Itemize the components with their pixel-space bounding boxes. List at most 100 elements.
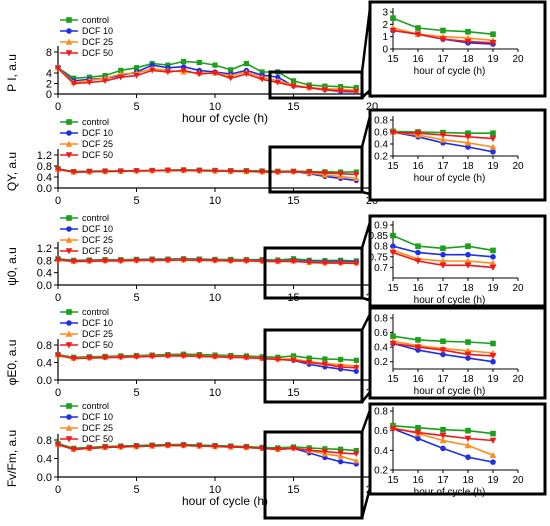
legend-marker xyxy=(65,140,73,147)
inset-point-1-4 xyxy=(490,358,496,365)
main-point-3-17 xyxy=(321,87,329,93)
inset-x-tick-label: 20 xyxy=(512,374,524,385)
main-point-0-16 xyxy=(306,355,312,361)
main-point-3-9 xyxy=(196,353,203,360)
inset-point-3-1 xyxy=(414,429,422,436)
main-point-3-11 xyxy=(227,444,234,451)
x-tick-label: 15 xyxy=(287,101,299,113)
main-point-3-0 xyxy=(54,257,62,264)
main-point-3-3 xyxy=(101,444,109,451)
panel-FvFm: 0 5 10 15 20 0.0 0.4 0.8 Fv/Fm, a.u hour of cycle… xyxy=(5,401,547,520)
main-point-3-6 xyxy=(149,168,156,174)
main-point-3-5 xyxy=(133,443,140,450)
inset-y-tick-label: 0.6 xyxy=(374,426,388,437)
legend-entry: DCF 10 xyxy=(82,128,113,138)
main-point-3-2 xyxy=(86,79,93,86)
inset-x-tick-label: 19 xyxy=(487,374,499,385)
y-tick-label: 8 xyxy=(46,47,52,59)
inset-point-0-1 xyxy=(415,243,421,249)
inset-point-1-1 xyxy=(415,435,421,442)
inset-x-tick-label: 16 xyxy=(412,374,424,385)
main-point-3-1 xyxy=(70,446,77,453)
main-point-3-7 xyxy=(164,257,172,264)
inset-point-0-2 xyxy=(440,27,446,34)
inset-x-tick-label: 18 xyxy=(462,374,474,385)
inset-y-tick-label: 0.4 xyxy=(374,446,388,457)
inset-point-3-1 xyxy=(414,31,422,38)
x-tick-label: 15 xyxy=(287,484,299,496)
main-point-3-8 xyxy=(180,257,187,264)
x-tick-label: 5 xyxy=(133,195,139,207)
main-point-3-3 xyxy=(101,258,109,265)
main-point-3-4 xyxy=(117,258,124,265)
inset-x-axis-label: hour of cycle (h) xyxy=(414,487,486,498)
inset-point-0-1 xyxy=(415,424,421,431)
inset-point-3-3 xyxy=(464,351,472,358)
inset-x-tick-label: 20 xyxy=(512,283,524,294)
main-point-3-7 xyxy=(164,69,172,76)
inset-point-3-0 xyxy=(389,425,397,433)
main-point-3-15 xyxy=(290,258,297,265)
y-tick-label: 0.4 xyxy=(37,268,52,280)
main-point-3-4 xyxy=(117,74,124,81)
main-point-3-5 xyxy=(133,354,140,360)
y-axis-label: Fv/Fm, a.u xyxy=(5,430,19,487)
legend-entry: DCF 10 xyxy=(82,26,113,36)
y-tick-label: 2 xyxy=(46,79,52,91)
main-point-3-0 xyxy=(54,442,62,448)
inset-point-3-2 xyxy=(439,347,447,354)
inset-y-tick-label: 0.75 xyxy=(369,252,389,263)
inset-point-1-2 xyxy=(440,251,446,258)
inset-x-tick-label: 19 xyxy=(487,161,499,172)
main-point-3-17 xyxy=(321,170,329,176)
legend-marker xyxy=(66,119,72,125)
inset-x-tick-label: 15 xyxy=(387,161,399,172)
y-tick-label: 0.0 xyxy=(37,183,52,195)
inset-point-1-2 xyxy=(440,351,446,358)
inset-x-tick-label: 16 xyxy=(412,54,424,65)
main-point-0-17 xyxy=(322,446,328,452)
y-tick-label: 0.8 xyxy=(37,340,52,352)
y-tick-label: 0.0 xyxy=(37,472,52,484)
inset-x-tick-label: 15 xyxy=(387,283,399,294)
inset-point-0-0 xyxy=(390,333,396,340)
main-point-3-7 xyxy=(164,442,172,449)
legend-marker xyxy=(65,424,73,431)
inset-frame xyxy=(368,108,547,202)
x-tick-label: 15 xyxy=(287,387,299,399)
main-point-3-3 xyxy=(101,168,109,175)
inset-point-3-4 xyxy=(489,135,497,142)
inset-point-0-3 xyxy=(465,28,471,35)
inset-point-2-4 xyxy=(489,259,497,266)
main-point-3-3 xyxy=(101,78,109,84)
inset-point-1-3 xyxy=(465,355,471,361)
inset-point-1-3 xyxy=(465,251,471,258)
main-point-3-1 xyxy=(70,80,77,87)
main-point-3-14 xyxy=(274,79,281,86)
legend-marker xyxy=(65,38,73,45)
main-point-0-18 xyxy=(338,356,344,363)
zoom-box xyxy=(268,70,364,100)
main-point-0-18 xyxy=(338,446,344,452)
main-point-3-19 xyxy=(353,88,360,95)
inset-point-2-2 xyxy=(439,437,447,444)
zoom-box xyxy=(268,145,364,194)
main-point-0-7 xyxy=(165,62,171,68)
main-point-0-19 xyxy=(353,357,359,363)
y-tick-label: 0.8 xyxy=(37,255,52,267)
inset-point-1-4 xyxy=(490,253,496,260)
main-point-3-14 xyxy=(274,356,281,363)
main-point-3-18 xyxy=(337,171,344,177)
main-point-3-17 xyxy=(321,448,329,455)
main-point-3-1 xyxy=(70,355,77,362)
main-point-3-11 xyxy=(227,258,234,265)
inset-point-0-2 xyxy=(440,245,446,252)
x-tick-label: 5 xyxy=(133,387,139,399)
inset-phiE0: 15 16 17 18 19 20 0.2 0.4 0.6 0.8 hour of cycle (h… xyxy=(374,314,524,398)
inset-x-tick-label: 18 xyxy=(462,161,474,172)
main-point-3-9 xyxy=(196,257,203,264)
zoom-box xyxy=(263,328,364,404)
main-point-0-5 xyxy=(133,65,140,71)
y-tick-label: 4 xyxy=(46,68,52,80)
